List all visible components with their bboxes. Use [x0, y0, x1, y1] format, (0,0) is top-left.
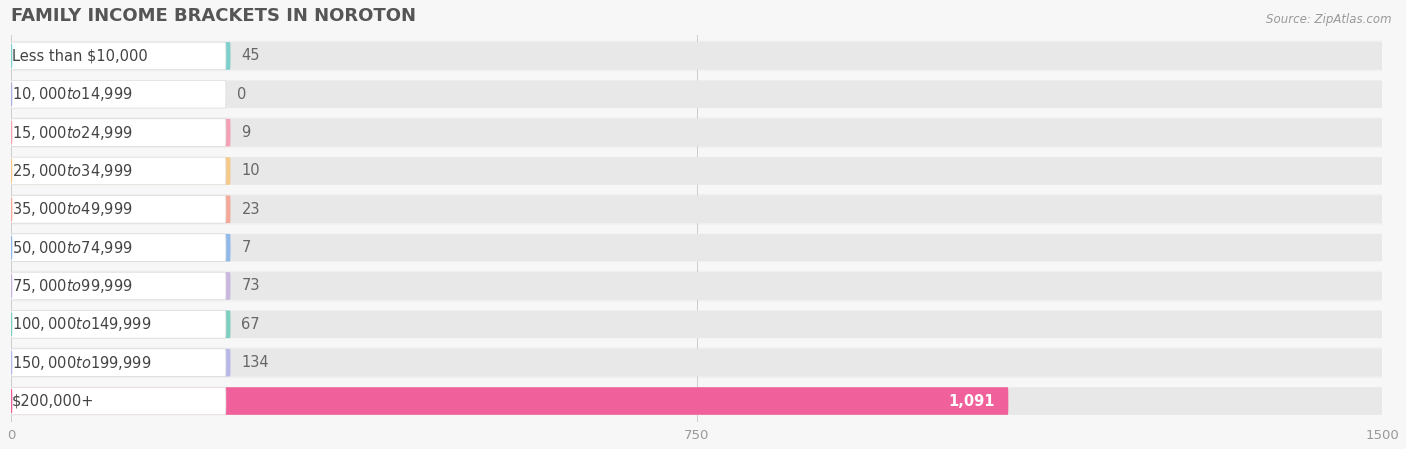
- FancyBboxPatch shape: [11, 349, 1382, 376]
- FancyBboxPatch shape: [11, 272, 226, 300]
- Text: 9: 9: [242, 125, 250, 140]
- FancyBboxPatch shape: [11, 272, 231, 300]
- Text: 134: 134: [242, 355, 269, 370]
- FancyBboxPatch shape: [11, 40, 1382, 71]
- FancyBboxPatch shape: [11, 386, 1382, 416]
- FancyBboxPatch shape: [11, 309, 1382, 340]
- FancyBboxPatch shape: [11, 117, 1382, 148]
- FancyBboxPatch shape: [11, 157, 231, 185]
- FancyBboxPatch shape: [11, 119, 231, 146]
- Text: $50,000 to $74,999: $50,000 to $74,999: [11, 239, 132, 257]
- FancyBboxPatch shape: [11, 79, 1382, 110]
- FancyBboxPatch shape: [11, 271, 1382, 301]
- FancyBboxPatch shape: [11, 157, 226, 185]
- FancyBboxPatch shape: [11, 80, 226, 108]
- FancyBboxPatch shape: [11, 272, 1382, 300]
- FancyBboxPatch shape: [11, 311, 1382, 338]
- Text: 67: 67: [242, 317, 260, 332]
- Text: 45: 45: [242, 48, 260, 63]
- Text: Source: ZipAtlas.com: Source: ZipAtlas.com: [1267, 13, 1392, 26]
- FancyBboxPatch shape: [11, 42, 226, 70]
- FancyBboxPatch shape: [11, 387, 1008, 415]
- FancyBboxPatch shape: [11, 387, 226, 415]
- Text: $150,000 to $199,999: $150,000 to $199,999: [11, 354, 150, 372]
- FancyBboxPatch shape: [11, 232, 1382, 263]
- Text: 0: 0: [236, 87, 246, 102]
- FancyBboxPatch shape: [11, 387, 1382, 415]
- FancyBboxPatch shape: [11, 234, 1382, 261]
- Text: 10: 10: [242, 163, 260, 178]
- FancyBboxPatch shape: [11, 119, 226, 146]
- FancyBboxPatch shape: [11, 234, 226, 261]
- Text: $15,000 to $24,999: $15,000 to $24,999: [11, 123, 132, 141]
- FancyBboxPatch shape: [11, 234, 231, 261]
- FancyBboxPatch shape: [11, 195, 1382, 223]
- FancyBboxPatch shape: [11, 311, 231, 338]
- Text: $100,000 to $149,999: $100,000 to $149,999: [11, 315, 150, 333]
- Text: $35,000 to $49,999: $35,000 to $49,999: [11, 200, 132, 218]
- Text: $200,000+: $200,000+: [11, 393, 94, 409]
- FancyBboxPatch shape: [11, 42, 1382, 70]
- FancyBboxPatch shape: [11, 195, 226, 223]
- Text: 23: 23: [242, 202, 260, 217]
- Text: 73: 73: [242, 278, 260, 294]
- FancyBboxPatch shape: [11, 42, 231, 70]
- FancyBboxPatch shape: [11, 349, 231, 376]
- Text: $25,000 to $34,999: $25,000 to $34,999: [11, 162, 132, 180]
- FancyBboxPatch shape: [11, 157, 1382, 185]
- FancyBboxPatch shape: [11, 349, 226, 376]
- Text: 7: 7: [242, 240, 250, 255]
- Text: 1,091: 1,091: [948, 393, 994, 409]
- Text: Less than $10,000: Less than $10,000: [11, 48, 148, 63]
- FancyBboxPatch shape: [11, 348, 1382, 378]
- FancyBboxPatch shape: [11, 119, 1382, 146]
- Text: $10,000 to $14,999: $10,000 to $14,999: [11, 85, 132, 103]
- FancyBboxPatch shape: [11, 156, 1382, 186]
- FancyBboxPatch shape: [11, 194, 1382, 224]
- FancyBboxPatch shape: [11, 195, 231, 223]
- FancyBboxPatch shape: [11, 80, 1382, 108]
- Text: $75,000 to $99,999: $75,000 to $99,999: [11, 277, 132, 295]
- FancyBboxPatch shape: [11, 311, 226, 338]
- Text: FAMILY INCOME BRACKETS IN NOROTON: FAMILY INCOME BRACKETS IN NOROTON: [11, 7, 416, 25]
